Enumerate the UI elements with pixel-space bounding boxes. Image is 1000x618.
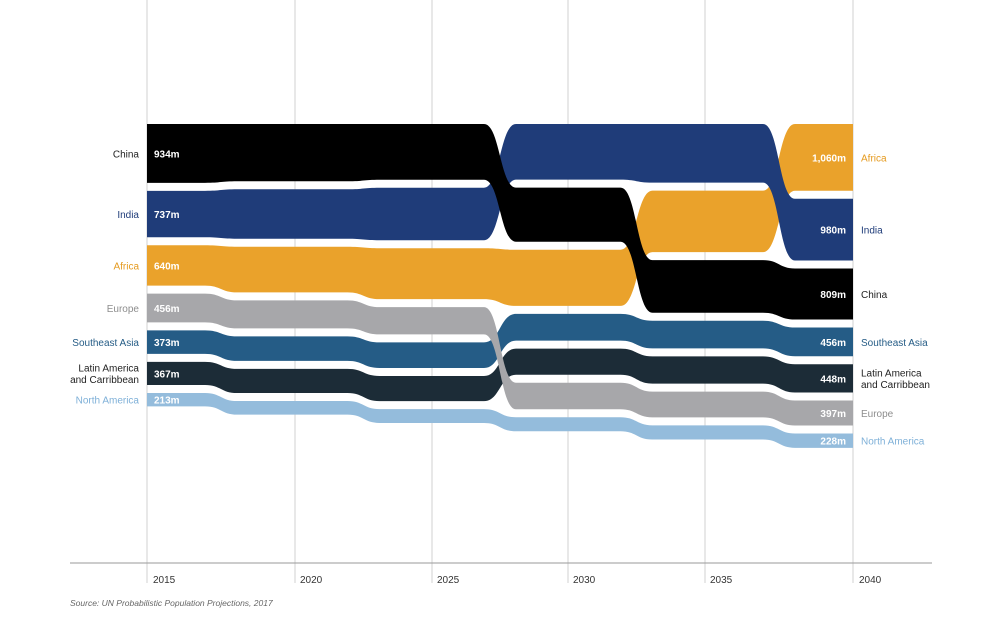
x-axis: 2015 2020 2025 2030 2035 2040 [70,562,932,586]
x-tick-2025: 2025 [437,575,460,586]
value-labels: 213m 228m 367m 448m 373m 456m 456m 397m 640m 1,06… [154,149,846,447]
value-start-latin-america-and-carribbean: 367m [154,369,180,380]
series-labels: North America North America Latin America a… [70,149,930,447]
label-left-europe: Europe [107,304,140,315]
x-tick-2035: 2035 [710,575,733,586]
label-left-latin-america-and-carribbean: Latin America and Carribbean [70,364,139,387]
label-right-north-america: North America [861,437,925,448]
label-left-north-america: North America [76,396,140,407]
label-left-southeast-asia: Southeast Asia [72,338,139,349]
band-africa [147,124,853,306]
value-start-europe: 456m [154,304,180,315]
source-note: Source: UN Probabilistic Population Proj… [70,598,273,608]
band-china [147,124,853,320]
label-right-latin-america-and-carribbean: Latin America and Carribbean [861,369,930,392]
label-left-india: India [117,210,139,221]
band-latin-america-and-carribbean [147,348,853,402]
label-left-china: China [113,149,140,160]
value-end-china: 809m [820,290,846,301]
label-right-china: China [861,290,888,301]
x-tick-2040: 2040 [859,575,882,586]
label-right-southeast-asia: Southeast Asia [861,338,928,349]
label-right-europe: Europe [861,409,894,420]
label-left-africa: Africa [113,261,139,272]
value-end-southeast-asia: 456m [820,338,846,349]
value-end-latin-america-and-carribbean: 448m [820,374,846,385]
value-start-china: 934m [154,149,180,160]
value-start-india: 737m [154,210,180,221]
value-end-india: 980m [820,226,846,237]
label-right-india: India [861,226,883,237]
band-north-america [147,392,853,448]
x-tick-2015: 2015 [153,575,176,586]
band-southeast-asia [147,313,853,368]
label-right-africa: Africa [861,153,887,164]
x-tick-2030: 2030 [573,575,596,586]
value-end-europe: 397m [820,409,846,420]
x-tick-2020: 2020 [300,575,323,586]
population-bands [147,124,853,448]
value-start-africa: 640m [154,261,180,272]
band-europe [147,293,853,426]
value-end-africa: 1,060m [812,153,846,164]
value-end-north-america: 228m [820,437,846,448]
value-start-north-america: 213m [154,396,180,407]
value-start-southeast-asia: 373m [154,338,180,349]
